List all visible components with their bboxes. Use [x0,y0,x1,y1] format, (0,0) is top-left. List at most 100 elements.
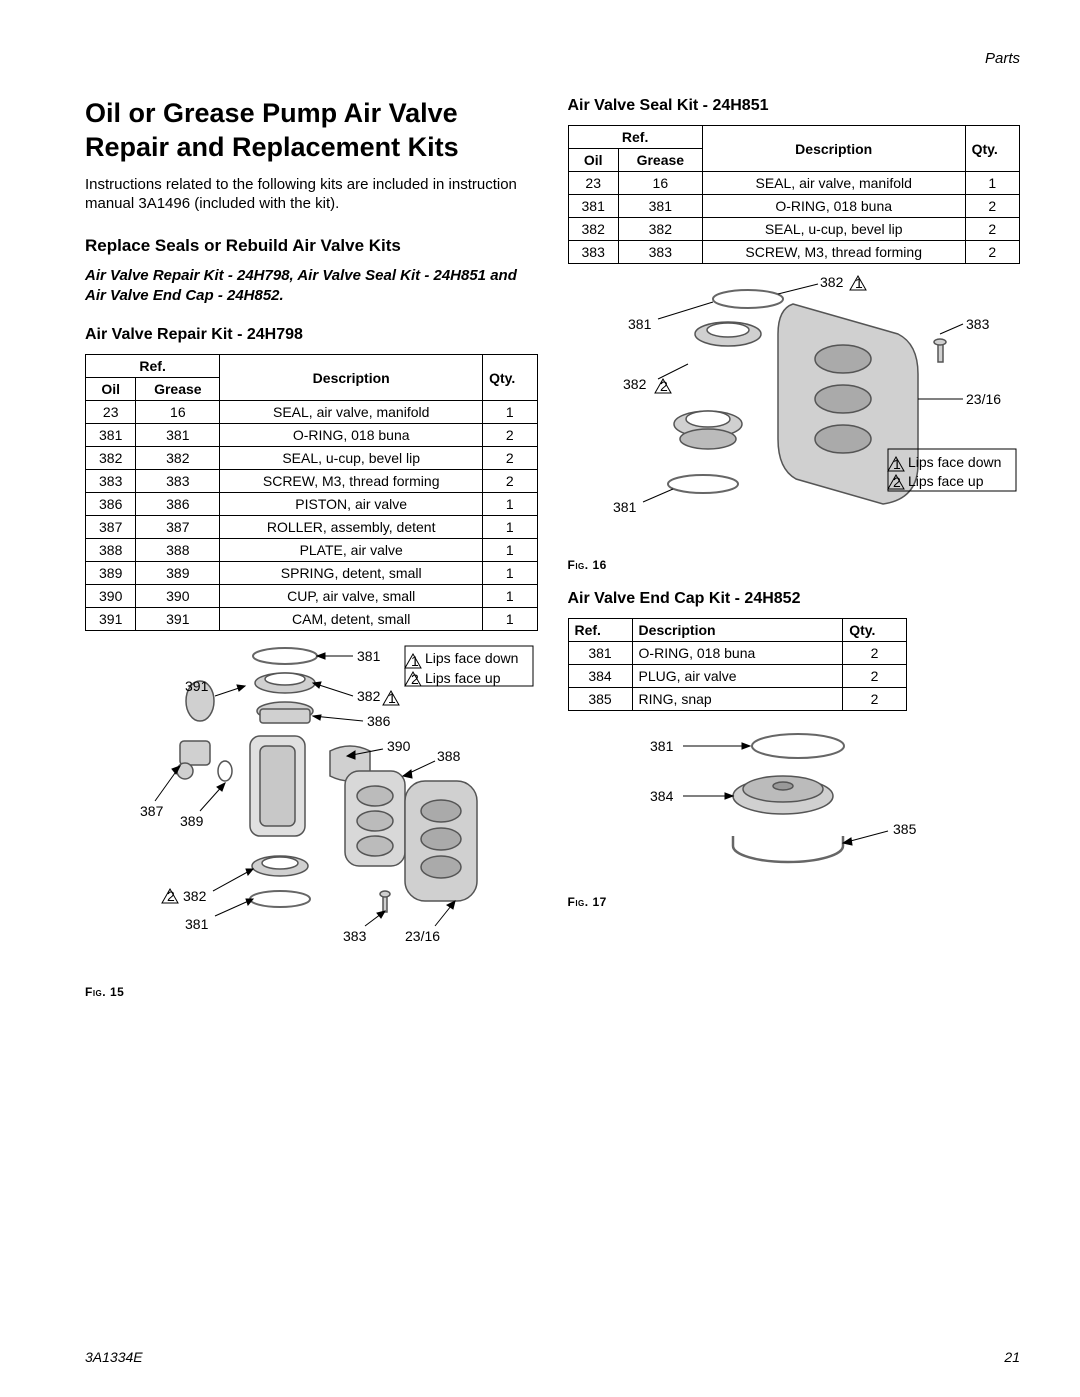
th-desc2: Description [702,126,965,172]
svg-text:386: 386 [367,713,391,729]
figure-16: 1 Lips face down 2 Lips face up 382 1 [568,274,1021,572]
table-cell: 1 [483,516,537,539]
th-desc3: Description [632,619,843,642]
table1: Ref. Description Qty. Oil Grease 2316SEA… [85,354,538,631]
th-grease: Grease [136,378,220,401]
table2-title: Air Valve Seal Kit - 24H851 [568,97,1021,115]
left-column: Oil or Grease Pump Air Valve Repair and … [85,97,538,999]
th-ref2: Ref. [568,126,702,149]
svg-text:385: 385 [893,821,917,837]
svg-text:381: 381 [357,648,381,664]
th-desc: Description [220,355,483,401]
table3: Ref. Description Qty. 381O-RING, 018 bun… [568,618,907,711]
table-cell: 16 [618,172,702,195]
kits-note: Air Valve Repair Kit - 24H798, Air Valve… [85,266,538,307]
svg-text:391: 391 [185,678,209,694]
svg-text:388: 388 [437,748,461,764]
fig17-caption: Fig. 17 [568,895,1021,909]
table-cell: 381 [86,424,136,447]
table-cell: O-RING, 018 buna [632,642,843,665]
table-cell: 383 [618,241,702,264]
table-cell: CAM, detent, small [220,608,483,631]
table-cell: SPRING, detent, small [220,562,483,585]
table-cell: 2 [483,424,537,447]
table-cell: 383 [86,470,136,493]
table-cell: PLATE, air valve [220,539,483,562]
table-cell: 23 [568,172,618,195]
svg-text:387: 387 [140,803,164,819]
table-cell: 388 [136,539,220,562]
svg-text:2: 2 [893,474,901,490]
table-cell: 381 [136,424,220,447]
th-qty3: Qty. [843,619,907,642]
svg-text:2: 2 [411,671,419,687]
table-cell: 384 [568,665,632,688]
svg-text:Lips face down: Lips face down [908,454,1001,470]
svg-text:Lips face up: Lips face up [425,670,501,686]
table-cell: SEAL, air valve, manifold [702,172,965,195]
svg-text:381: 381 [613,499,637,515]
th-qty2: Qty. [965,126,1019,172]
svg-text:383: 383 [343,928,367,944]
svg-text:1: 1 [855,275,863,291]
right-column: Air Valve Seal Kit - 24H851 Ref. Descrip… [568,97,1021,999]
table-cell: SEAL, air valve, manifold [220,401,483,424]
section-header: Parts [85,50,1020,67]
svg-text:382: 382 [357,688,381,704]
table-cell: 390 [136,585,220,608]
table-cell: 381 [618,195,702,218]
svg-text:1: 1 [388,690,396,706]
table-cell: 386 [136,493,220,516]
svg-text:384: 384 [650,788,674,804]
table1-title: Air Valve Repair Kit - 24H798 [85,326,538,344]
svg-text:2: 2 [167,888,175,904]
table-cell: 1 [483,562,537,585]
svg-text:381: 381 [185,916,209,932]
th-oil: Oil [86,378,136,401]
table-cell: 1 [483,585,537,608]
th-ref3: Ref. [568,619,632,642]
th-ref: Ref. [86,355,220,378]
table-cell: 1 [483,539,537,562]
svg-text:2: 2 [660,378,668,394]
table-cell: 391 [86,608,136,631]
svg-text:382: 382 [623,376,647,392]
svg-text:1: 1 [411,653,419,669]
table-cell: SCREW, M3, thread forming [702,241,965,264]
fig16-caption: Fig. 16 [568,558,1021,572]
table-cell: 386 [86,493,136,516]
svg-text:23/16: 23/16 [405,928,440,944]
figure-15: 1 Lips face down 2 Lips face up [85,641,538,999]
table-cell: CUP, air valve, small [220,585,483,608]
table2: Ref. Description Qty. Oil Grease 2316SEA… [568,125,1021,264]
svg-text:381: 381 [628,316,652,332]
table-cell: O-RING, 018 buna [220,424,483,447]
table-cell: O-RING, 018 buna [702,195,965,218]
table-cell: 23 [86,401,136,424]
table-cell: 2 [843,665,907,688]
table-cell: 382 [86,447,136,470]
table-cell: 2 [483,447,537,470]
th-oil2: Oil [568,149,618,172]
table-cell: PISTON, air valve [220,493,483,516]
figure-17: 381 384 385 Fig. 17 [568,721,1021,909]
table-cell: ROLLER, assembly, detent [220,516,483,539]
th-grease2: Grease [618,149,702,172]
table-cell: 387 [136,516,220,539]
svg-text:1: 1 [893,456,901,472]
table-cell: 382 [568,218,618,241]
table-cell: 381 [568,642,632,665]
table-cell: 2 [843,642,907,665]
table-cell: 381 [568,195,618,218]
svg-text:381: 381 [650,738,674,754]
table-cell: 390 [86,585,136,608]
table-cell: SCREW, M3, thread forming [220,470,483,493]
svg-text:390: 390 [387,738,411,754]
table-cell: 382 [136,447,220,470]
table-cell: 389 [86,562,136,585]
svg-text:Lips face down: Lips face down [425,650,518,666]
footer-doc: 3A1334E [85,1349,143,1365]
table-cell: SEAL, u-cup, bevel lip [220,447,483,470]
table-cell: SEAL, u-cup, bevel lip [702,218,965,241]
table-cell: 2 [843,688,907,711]
